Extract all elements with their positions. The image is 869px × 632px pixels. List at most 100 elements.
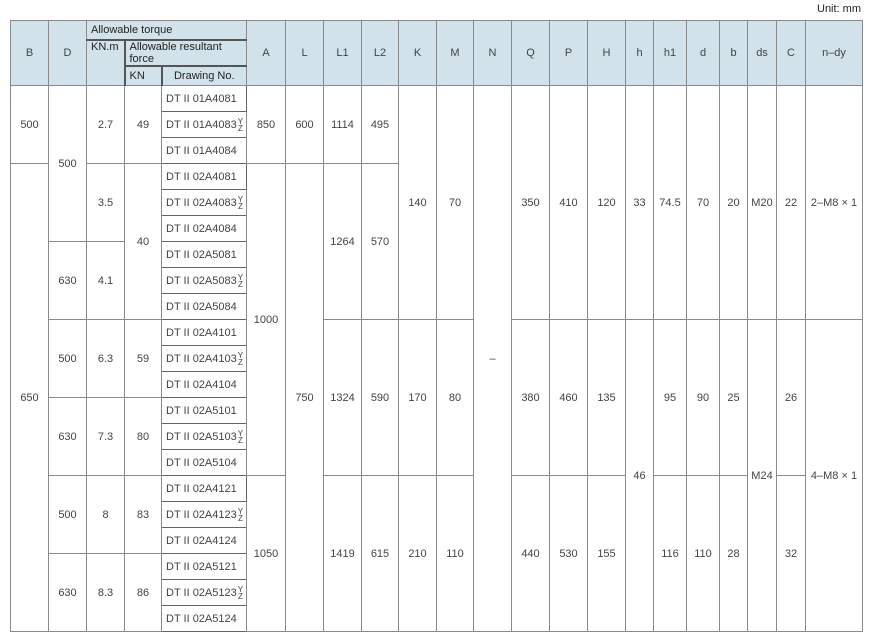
header-C: C bbox=[776, 20, 806, 86]
cell-L2: 615 bbox=[361, 475, 399, 632]
drawing-no-text: DT II 02A5124 bbox=[166, 612, 237, 625]
cell-h: 46 bbox=[625, 319, 654, 632]
cell-C: 32 bbox=[776, 475, 806, 632]
cell-M: 80 bbox=[436, 319, 474, 476]
variant-y: Y bbox=[237, 506, 244, 516]
header-P: P bbox=[549, 20, 588, 86]
cell-D: 630 bbox=[48, 241, 87, 320]
table-row: DT II 02A4104 bbox=[11, 371, 863, 398]
cell-torque: 8.3 bbox=[86, 553, 125, 632]
unit-label: Unit: mm bbox=[817, 3, 861, 15]
cell-L: 750 bbox=[285, 163, 324, 632]
cell-L: 600 bbox=[285, 85, 324, 164]
cell-h: 33 bbox=[625, 85, 654, 320]
table-row: DT II 01A4084 bbox=[11, 137, 863, 164]
variant-y: Y bbox=[237, 428, 244, 438]
cell-L2: 495 bbox=[361, 85, 399, 164]
drawing-no-text: DT II 02A5104 bbox=[166, 456, 237, 469]
cell-ndy: 4–M8 × 1 bbox=[805, 319, 863, 632]
cell-drawing-no: DT II 02A4103 Y Z bbox=[161, 345, 247, 372]
cell-torque: 4.1 bbox=[86, 241, 125, 320]
cell-K: 140 bbox=[398, 85, 437, 320]
cell-force: 40 bbox=[124, 163, 162, 320]
dimension-table: B D Allowable torque A L L1 L2 K M N Q P… bbox=[10, 20, 863, 632]
header-H: H bbox=[587, 20, 626, 86]
cell-force: 83 bbox=[124, 475, 162, 554]
header-Q: Q bbox=[511, 20, 550, 86]
table-row: DT II 02A5103 Y Z bbox=[11, 423, 863, 450]
cell-ndy: 2–M8 × 1 bbox=[805, 85, 863, 320]
variant-z: Z bbox=[237, 591, 243, 601]
cell-D: 500 bbox=[48, 475, 87, 554]
cell-drawing-no: DT II 02A4083 Y Z bbox=[161, 189, 247, 216]
cell-A: 1050 bbox=[246, 475, 286, 632]
drawing-no-text: DT II 02A4104 bbox=[166, 378, 237, 391]
cell-drawing-no: DT II 02A5103 Y Z bbox=[161, 423, 247, 450]
drawing-no-text: DT II 02A4083 bbox=[166, 196, 237, 209]
header-drawing-no: Drawing No. bbox=[160, 65, 247, 86]
cell-H: 155 bbox=[587, 475, 626, 632]
cell-drawing-no: DT II 02A4084 bbox=[161, 215, 247, 242]
cell-Q: 350 bbox=[511, 85, 550, 320]
variant-z: Z bbox=[237, 279, 243, 289]
cell-drawing-no: DT II 02A5081 bbox=[161, 241, 247, 268]
variant-z: Z bbox=[237, 513, 243, 523]
cell-Q: 380 bbox=[511, 319, 550, 476]
header-torque: Allowable torque bbox=[86, 20, 247, 41]
table-row: DT II 02A5084 bbox=[11, 293, 863, 320]
cell-torque: 3.5 bbox=[86, 163, 125, 242]
cell-h1: 95 bbox=[653, 319, 687, 476]
cell-torque: 6.3 bbox=[86, 319, 125, 398]
header-L: L bbox=[285, 20, 324, 86]
variant-y: Y bbox=[237, 584, 244, 594]
drawing-no-text: DT II 02A5084 bbox=[166, 300, 237, 313]
cell-B: 500 bbox=[10, 85, 49, 164]
cell-P: 410 bbox=[549, 85, 588, 320]
cell-force: 59 bbox=[124, 319, 162, 398]
cell-A: 1000 bbox=[246, 163, 286, 476]
table-row: 630 4.1 DT II 02A5081 bbox=[11, 241, 863, 320]
cell-drawing-no: DT II 02A5123 Y Z bbox=[161, 579, 247, 606]
header-h: h bbox=[625, 20, 654, 86]
variant-y: Y bbox=[237, 272, 244, 282]
header-A: A bbox=[246, 20, 286, 86]
cell-drawing-no: DT II 02A5104 bbox=[161, 449, 247, 476]
cell-torque: 7.3 bbox=[86, 397, 125, 476]
table-row: 500 500 2.7 49 DT II 01A4081 850 600 1114 495 140… bbox=[10, 85, 863, 632]
cell-drawing-no: DT II 02A4104 bbox=[161, 371, 247, 398]
cell-D: 500 bbox=[48, 319, 87, 398]
header-force-unit: KN bbox=[123, 65, 162, 86]
variant-y: Y bbox=[237, 116, 244, 126]
table-row: DT II 02A4083 Y Z bbox=[11, 189, 863, 216]
header-M: M bbox=[436, 20, 474, 86]
header-h1: h1 bbox=[653, 20, 687, 86]
cell-P: 460 bbox=[549, 319, 588, 476]
table-row: DT II 02A4123 Y Z bbox=[11, 501, 863, 528]
drawing-no-text: DT II 02A5081 bbox=[166, 248, 237, 261]
cell-drawing-no: DT II 01A4084 bbox=[161, 137, 247, 164]
cell-N: – bbox=[473, 85, 512, 632]
cell-M: 110 bbox=[436, 475, 474, 632]
cell-drawing-no: DT II 02A5124 bbox=[161, 605, 247, 632]
header-N: N bbox=[473, 20, 512, 86]
variant-y: Y bbox=[237, 350, 244, 360]
cell-drawing-no: DT II 02A4121 bbox=[161, 475, 247, 502]
drawing-no-text: DT II 02A4103 bbox=[166, 352, 237, 365]
cell-b: 25 bbox=[719, 319, 748, 476]
table-row: 630 7.3 80 DT II 02A5101 bbox=[11, 397, 863, 476]
drawing-no-text: DT II 02A5123 bbox=[166, 586, 237, 599]
cell-K: 170 bbox=[398, 319, 437, 476]
table-row: DT II 02A4103 Y Z bbox=[11, 345, 863, 372]
cell-torque: 2.7 bbox=[86, 85, 125, 164]
drawing-no-text: DT II 02A4084 bbox=[166, 222, 237, 235]
cell-Q: 440 bbox=[511, 475, 550, 632]
header-L1: L1 bbox=[323, 20, 362, 86]
cell-K: 210 bbox=[398, 475, 437, 632]
cell-drawing-no: DT II 02A4123 Y Z bbox=[161, 501, 247, 528]
cell-d: 110 bbox=[686, 475, 720, 632]
